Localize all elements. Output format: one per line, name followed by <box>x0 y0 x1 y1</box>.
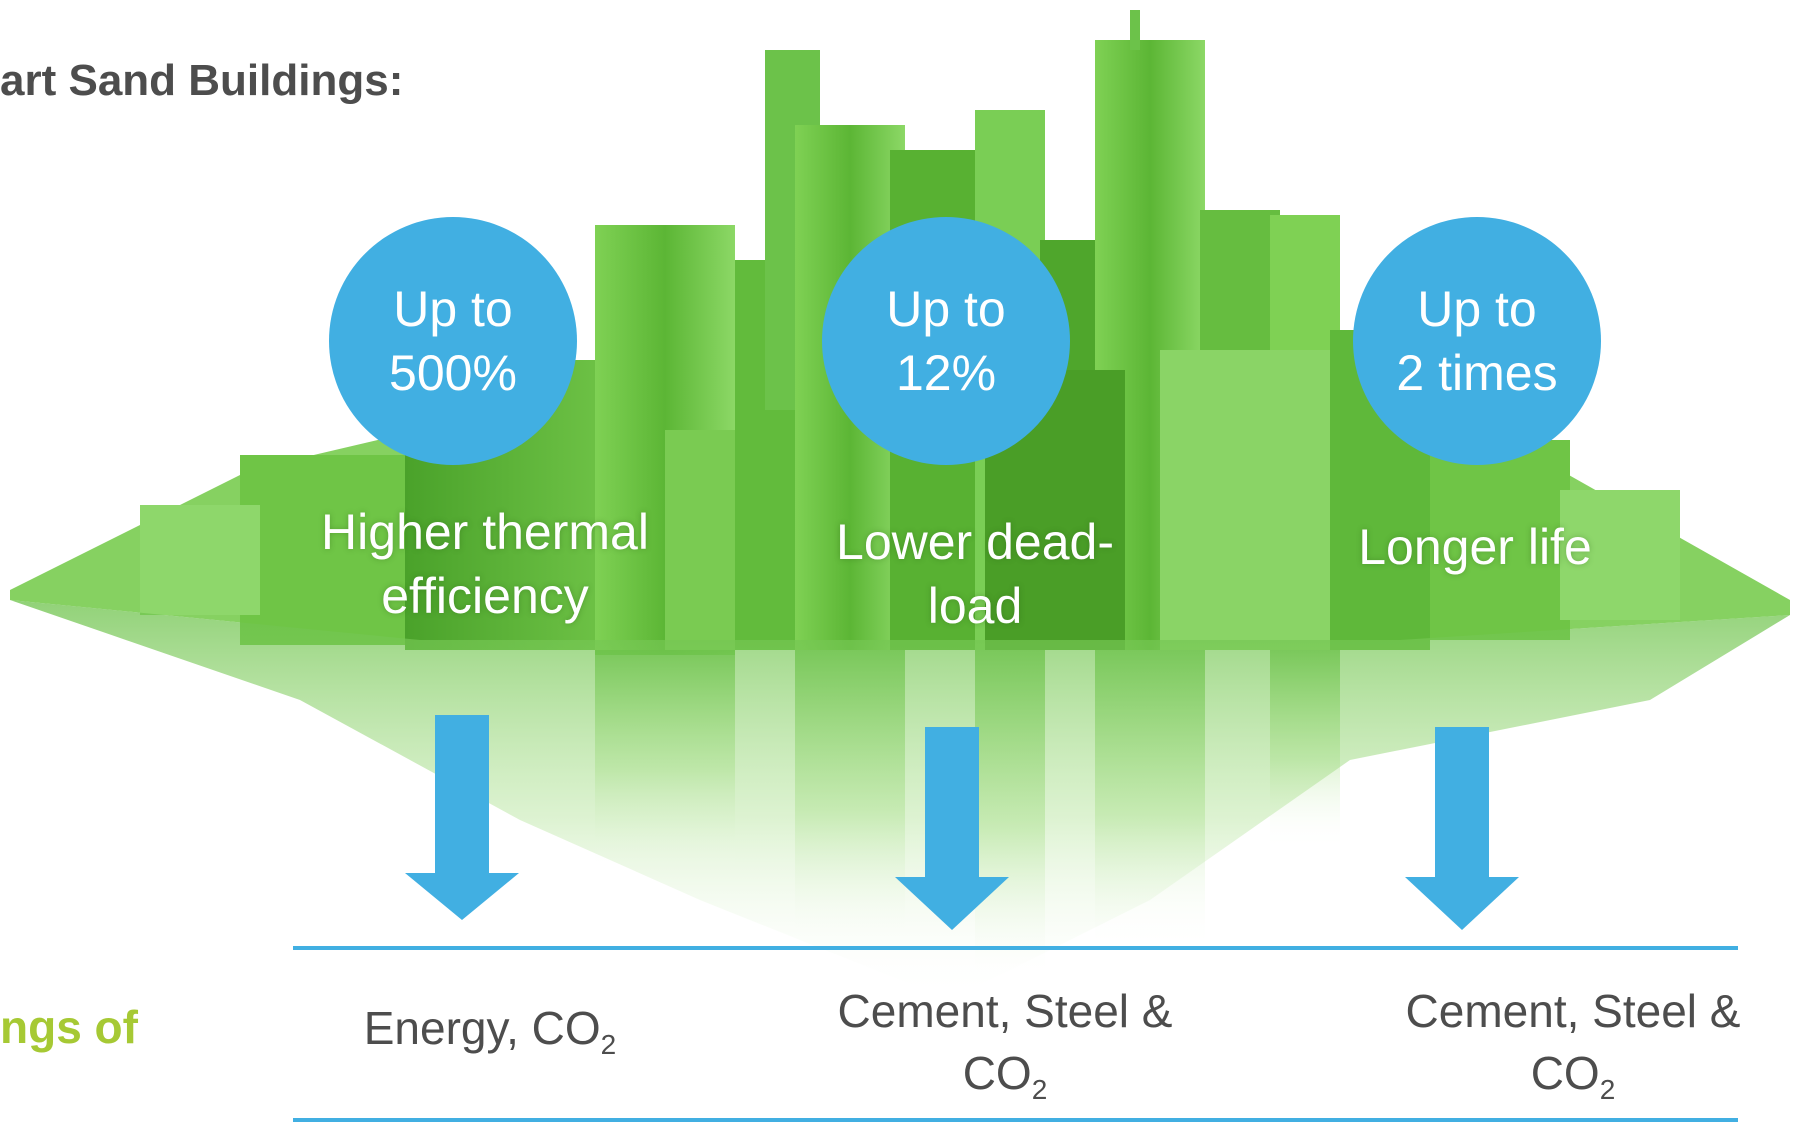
saving-cement-steel-life: Cement, Steel & CO2 <box>1378 980 1768 1104</box>
bubble-value: 500% <box>389 345 517 401</box>
divider-bottom <box>293 1118 1738 1122</box>
saving-line: Energy, CO2 <box>363 1002 617 1060</box>
saving-cement-steel: Cement, Steel & CO2 <box>810 980 1200 1104</box>
benefit-line: Lower dead- <box>836 514 1114 570</box>
benefit-line: load <box>927 578 1023 634</box>
subscript: 2 <box>600 1029 617 1060</box>
benefit-label-deadload: Lower dead- load <box>815 510 1135 638</box>
benefit-label-thermal: Higher thermal efficiency <box>295 500 675 628</box>
bubble-prefix: Up to <box>393 281 513 337</box>
subscript: 2 <box>1031 1074 1048 1105</box>
benefit-line: Higher thermal <box>321 504 649 560</box>
saving-energy: Energy, CO2 <box>330 997 650 1059</box>
bubble-deadload: Up to 12% <box>822 217 1070 465</box>
saving-line: Cement, Steel & <box>837 985 1173 1037</box>
bubble-value: 12% <box>895 345 997 401</box>
benefit-line: Longer life <box>1358 519 1592 575</box>
saving-line: Cement, Steel & <box>1405 985 1741 1037</box>
bubble-thermal: Up to 500% <box>329 217 577 465</box>
bubble-prefix: Up to <box>1417 281 1537 337</box>
bubble-prefix: Up to <box>886 281 1006 337</box>
benefit-line: efficiency <box>381 568 589 624</box>
divider-top <box>293 946 1738 950</box>
down-arrow-icon <box>895 727 1009 930</box>
saving-line: CO2 <box>962 1047 1048 1105</box>
savings-label: ngs of <box>0 1001 138 1053</box>
benefit-label-life: Longer life <box>1330 515 1620 579</box>
down-arrow-icon <box>405 715 519 920</box>
bubble-life: Up to 2 times <box>1353 217 1601 465</box>
bubble-value: 2 times <box>1396 345 1558 401</box>
slide-title: art Sand Buildings: <box>0 56 404 105</box>
saving-line: CO2 <box>1530 1047 1616 1105</box>
subscript: 2 <box>1599 1074 1616 1105</box>
down-arrow-icon <box>1405 727 1519 930</box>
